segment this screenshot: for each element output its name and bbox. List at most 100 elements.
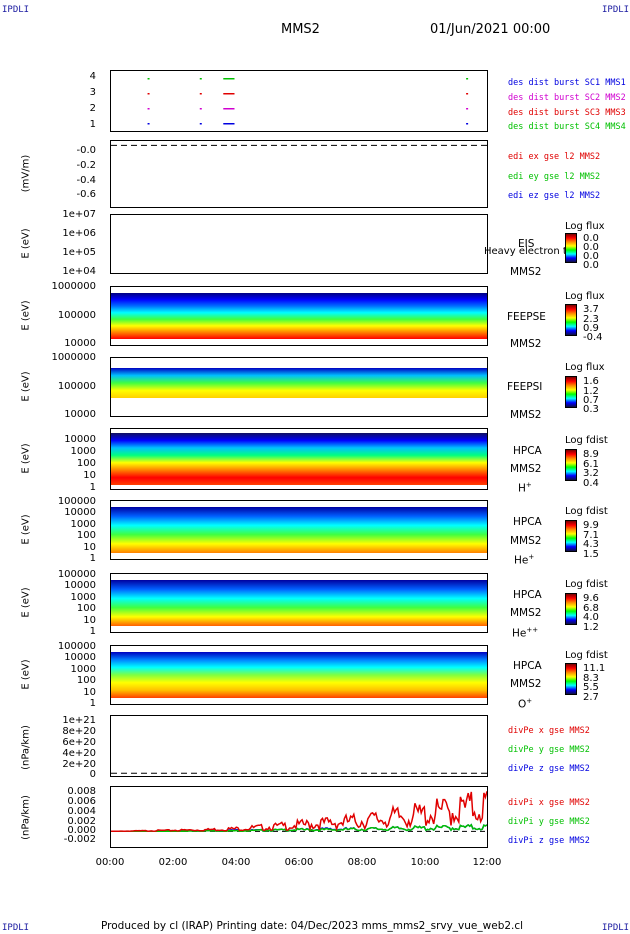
feepse-label: FEEPSE [507,311,546,323]
hpca-hepp-species-charge: ++ [526,626,539,634]
burst-marker [228,123,235,125]
feepsi-colorbar-title: Log flux [565,362,605,373]
edi-ytick: -0.0 [76,145,96,156]
hpca-h-species-charge: + [525,481,532,489]
feepsi-cb-tick: 0.3 [583,404,599,415]
divpe-ytick: 0 [89,769,96,780]
burst-marker [199,93,202,95]
edi-legend-x: edi ex gse l2 MMS2 [508,152,601,162]
header-spacecraft: MMS2 [281,22,320,37]
divpi-legend-x: divPi x gse MMS2 [508,798,590,808]
hpca-o-ytick: 100000 [57,641,96,652]
eis-cb-tick: 0.0 [583,242,599,253]
hpca-he-ytick: 1 [89,553,96,564]
hpca-h-cb-tick: 3.2 [583,468,599,479]
burst-plot [147,78,469,125]
burst-panel [110,70,488,132]
x-tick-label: 12:00 [472,857,502,868]
feepse-band [111,293,487,339]
hpca-hepp-spectrogram [111,580,487,626]
hpca-he-label: HPCA [513,516,542,528]
burst-marker [199,123,202,125]
divpi-ytick: 0.000 [67,825,96,836]
hpca-he-cb-tick: 4.3 [583,539,599,550]
hpca-hepp-ytick: 100000 [57,569,96,580]
hpca-h-colorbar-title: Log fdist [565,435,608,446]
eis-ytick: 1e+07 [62,209,96,220]
hpca-he-cb-tick: 9.9 [583,520,599,531]
feepse-ytick: 1000000 [51,281,96,292]
hpca-o-spectrogram [111,652,487,698]
hpca-he-band [111,507,487,553]
hpca-h-ytick: 1 [89,482,96,493]
hpca-o-ytick: 100 [76,675,96,686]
hpca-hepp-species-name: He [512,627,527,640]
corner-label-top-right: IPDLI [602,5,630,15]
edi-legend-y: edi ey gse l2 MMS2 [508,172,601,182]
feepse-ytick: 100000 [57,310,96,321]
burst-marker [228,78,235,80]
hpca-hepp-cb-tick: 9.6 [583,593,599,604]
hpca-he-species-charge: + [528,553,535,561]
hpca-hepp-ytick: 100 [76,603,96,614]
hpca-o-cb-tick: 8.3 [583,673,599,684]
hpca-he-ytick: 10000 [64,507,96,518]
hpca-h-species-name: H [518,482,526,495]
divpe-panel [110,715,488,777]
x-tick-label: 00:00 [95,857,125,868]
eis-ytick: 1e+05 [62,247,96,258]
feepse-ytick: 10000 [64,338,96,349]
feepsi-panel [110,357,488,417]
divpe-legend-y: divPe y gse MMS2 [508,745,590,755]
divpe-legend-z: divPe z gse MMS2 [508,764,590,774]
feepsi-spacecraft: MMS2 [510,409,542,421]
burst-legend-sc3: des dist burst SC3 MMS3 [508,108,626,118]
hpca-h-ytick: 10000 [64,434,96,445]
feepsi-ytick: 100000 [57,381,96,392]
hpca-o-species-name: O [518,698,527,711]
eis-panel [110,214,488,274]
hpca-h-cb-tick: 8.9 [583,449,599,460]
burst-marker [466,78,469,80]
hpca-he-species-name: He [514,554,529,567]
hpca-he-panel [110,500,488,560]
eis-spacecraft: MMS2 [510,266,542,278]
hpca-hepp-cb-tick: 6.8 [583,603,599,614]
edi-panel [110,140,488,208]
burst-marker [147,93,150,95]
divpe-ytick: 4e+20 [62,748,96,759]
eis-cb-tick: 0.0 [583,251,599,262]
hpca-h-species: H+ [518,481,532,495]
feepse-cb-tick: 3.7 [583,304,599,315]
eis-overlay-text: Heavy electron to [484,246,573,257]
corner-label-bottom-right: IPDLI [602,923,630,933]
burst-legend-sc1: des dist burst SC1 MMS1 [508,78,626,88]
hpca-hepp-spacecraft: MMS2 [510,607,542,619]
hpca-hepp-ytick: 10 [83,615,96,626]
hpca-he-species: He+ [514,553,534,567]
hpca-h-panel [110,428,488,490]
feepsi-ytick: 10000 [64,409,96,420]
corner-label-top-left: IPDLI [2,5,30,15]
divpi-series-line [111,791,487,833]
feepsi-colorbar [565,376,577,408]
burst-marker [147,78,150,80]
feepse-cb-tick: 0.9 [583,323,599,334]
x-tick-label: 04:00 [221,857,251,868]
hpca-hepp-colorbar-title: Log fdist [565,579,608,590]
burst-marker [223,108,230,110]
hpca-o-ytick: 10000 [64,652,96,663]
hpca-h-cb-tick: 0.4 [583,478,599,489]
edi-ytick: -0.4 [76,175,96,186]
hpca-o-colorbar-title: Log fdist [565,650,608,661]
hpca-he-ytick: 10 [83,542,96,553]
feepsi-band [111,368,487,398]
divpi-plot [111,791,487,833]
feepsi-label: FEEPSI [507,381,543,393]
burst-marker [466,123,469,125]
feepsi-ytick: 1000000 [51,352,96,363]
hpca-he-ytick: 100000 [57,496,96,507]
hpca-o-species-charge: + [526,697,533,705]
burst-marker [147,123,150,125]
hpca-h-ytick: 100 [76,458,96,469]
